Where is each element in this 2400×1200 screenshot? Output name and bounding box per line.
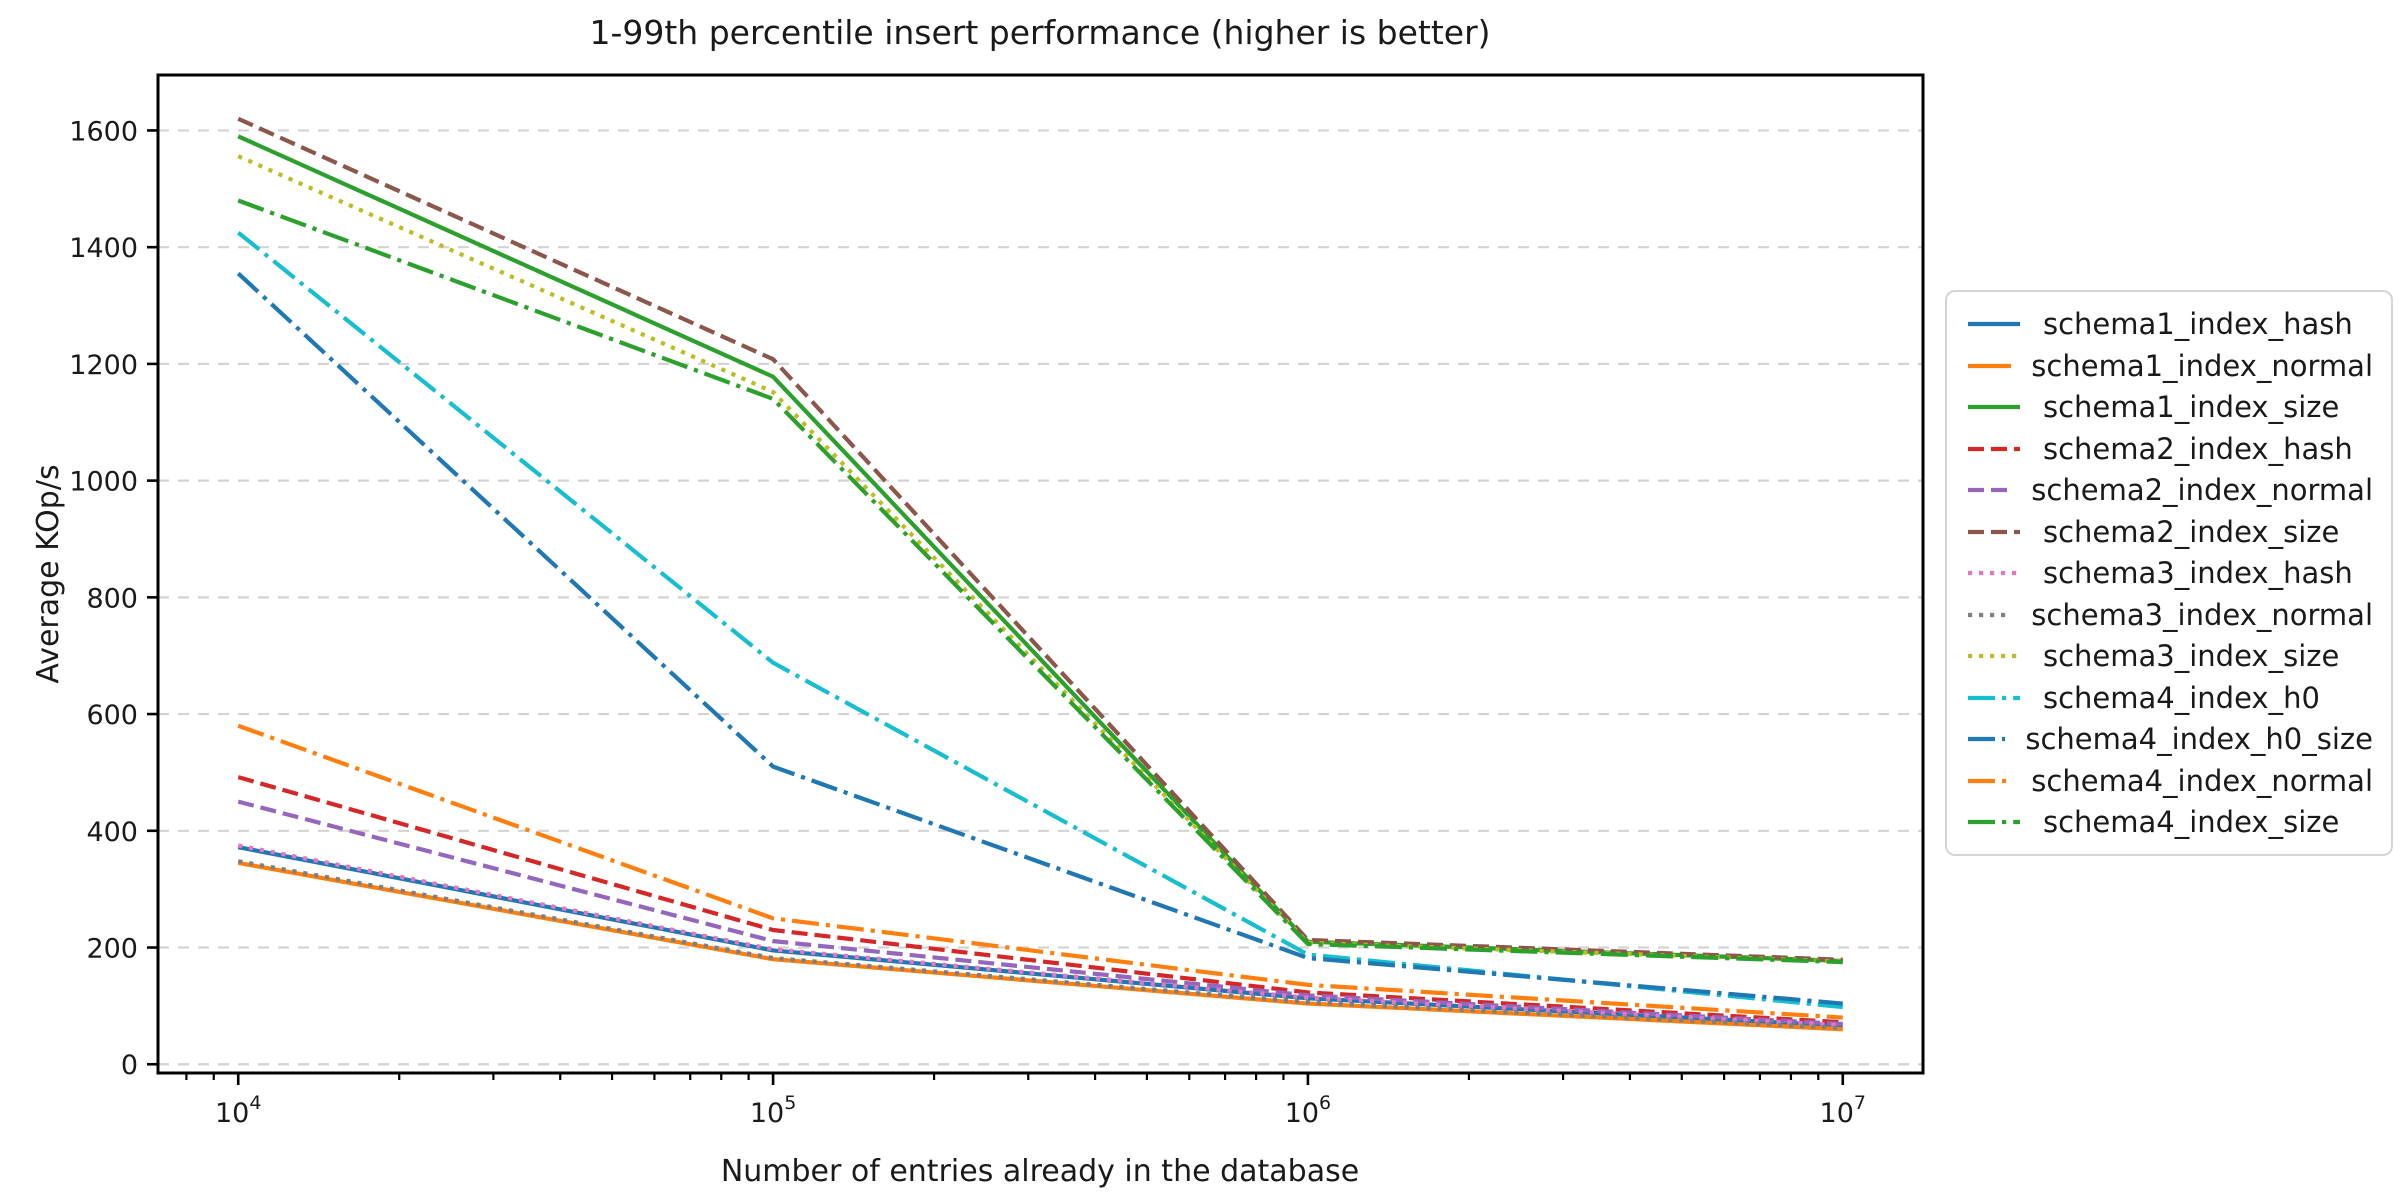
legend-line-sample-schema4_index_normal <box>1968 778 2012 783</box>
legend-label-schema2_index_normal: schema2_index_normal <box>2031 473 2373 507</box>
series-line-schema4_index_normal <box>237 723 1843 1020</box>
legend-label-schema2_index_hash: schema2_index_hash <box>2043 431 2353 466</box>
y-tick-label-800: 800 <box>86 583 138 614</box>
legend-line-sample-schema3_index_normal <box>1968 612 2012 617</box>
y-tick-label-1400: 1400 <box>69 233 138 264</box>
legend-line-sample-schema3_index_hash <box>1968 570 2020 576</box>
x-tick-label-10^5: 105 <box>750 1092 796 1129</box>
x-tick-label-10^7: 107 <box>1820 1092 1866 1129</box>
legend-item-schema3_index_normal: schema3_index_normal <box>1965 597 2373 632</box>
legend-line-sample-schema4_index_h0_size <box>1968 736 2006 742</box>
x-tick-label-10^4: 104 <box>215 1092 261 1129</box>
series-line-schema4_index_h0 <box>236 230 1843 1010</box>
series-line-schema1_index_normal <box>237 860 1843 1032</box>
series-line-schema2_index_hash <box>237 775 1843 1025</box>
legend-line-sample-schema1_index_hash <box>1968 321 2020 327</box>
series-line-schema2_index_size <box>237 116 1843 962</box>
legend-line-sample-schema3_index_size <box>1968 653 2020 659</box>
chart-title: 1-99th percentile insert performance (hi… <box>589 13 1490 52</box>
y-tick-label-0: 0 <box>121 1050 138 1081</box>
legend-label-schema1_index_normal: schema1_index_normal <box>2031 348 2373 383</box>
legend-label-schema3_index_normal: schema3_index_normal <box>2031 597 2373 632</box>
series-layer <box>236 116 1843 1032</box>
grid-layer <box>158 129 1923 1066</box>
legend-label-schema1_index_size: schema1_index_size <box>2043 390 2340 424</box>
legend-item-schema4_index_h0: schema4_index_h0 <box>1965 680 2373 715</box>
legend-line-sample-schema2_index_normal <box>1968 487 2012 493</box>
x-tick-label-10^6: 106 <box>1285 1092 1331 1129</box>
series-line-schema3_index_size <box>237 154 1843 964</box>
y-tick-label-1000: 1000 <box>69 467 138 498</box>
legend-line-sample-schema1_index_size <box>1968 404 2020 410</box>
series-line-schema1_index_size <box>237 134 1843 964</box>
legend-label-schema2_index_size: schema2_index_size <box>2043 514 2340 549</box>
legend-item-schema2_index_hash: schema2_index_hash <box>1965 431 2373 466</box>
legend-label-schema1_index_hash: schema1_index_hash <box>2043 307 2353 341</box>
series-line-schema3_index_hash <box>237 843 1843 1028</box>
legend-item-schema1_index_hash: schema1_index_hash <box>1965 307 2373 341</box>
y-tick-label-600: 600 <box>86 700 138 731</box>
legend-label-schema4_index_normal: schema4_index_normal <box>2031 763 2373 798</box>
y-tick-label-1600: 1600 <box>69 116 138 147</box>
legend-label-schema3_index_size: schema3_index_size <box>2043 639 2340 673</box>
legend-line-sample-schema1_index_normal <box>1968 363 2012 368</box>
legend-line-sample-schema4_index_size <box>1968 819 2020 825</box>
x-axis-label: Number of entries already in the databas… <box>721 1154 1359 1189</box>
y-tick-label-200: 200 <box>86 934 138 965</box>
legend-item-schema4_index_h0_size: schema4_index_h0_size <box>1965 722 2373 756</box>
legend-label-schema3_index_hash: schema3_index_hash <box>2043 556 2353 590</box>
legend-line-sample-schema2_index_hash <box>1968 446 2020 451</box>
legend-item-schema4_index_normal: schema4_index_normal <box>1965 763 2373 798</box>
axes-layer: 0 200 400 600 800 1000 1200 1400 1600 104 105 106 10… <box>69 73 1925 1129</box>
y-tick-label-400: 400 <box>86 817 138 848</box>
legend-item-schema2_index_normal: schema2_index_normal <box>1965 473 2373 507</box>
legend-label-schema4_index_size: schema4_index_size <box>2043 805 2340 839</box>
legend-item-schema2_index_size: schema2_index_size <box>1965 514 2373 549</box>
series-line-schema2_index_normal <box>237 799 1843 1027</box>
y-axis-label: Average KOp/s <box>31 464 66 683</box>
legend-item-schema3_index_hash: schema3_index_hash <box>1965 556 2373 590</box>
legend-item-schema3_index_size: schema3_index_size <box>1965 639 2373 673</box>
legend-item-schema1_index_normal: schema1_index_normal <box>1965 348 2373 383</box>
legend-line-sample-schema4_index_h0 <box>1968 695 2020 700</box>
legend-label-schema4_index_h0_size: schema4_index_h0_size <box>2025 722 2373 756</box>
series-line-schema4_index_size <box>237 198 1843 965</box>
y-tick-label-1200: 1200 <box>69 350 138 381</box>
legend-label-schema4_index_h0: schema4_index_h0 <box>2043 680 2320 715</box>
legend-item-schema4_index_size: schema4_index_size <box>1965 805 2373 839</box>
legend-item-schema1_index_size: schema1_index_size <box>1965 390 2373 424</box>
legend-line-sample-schema2_index_size <box>1968 529 2020 534</box>
series-line-schema1_index_hash <box>237 845 1843 1028</box>
plot-border <box>156 73 1925 1075</box>
series-line-schema4_index_h0_size <box>236 271 1843 1006</box>
